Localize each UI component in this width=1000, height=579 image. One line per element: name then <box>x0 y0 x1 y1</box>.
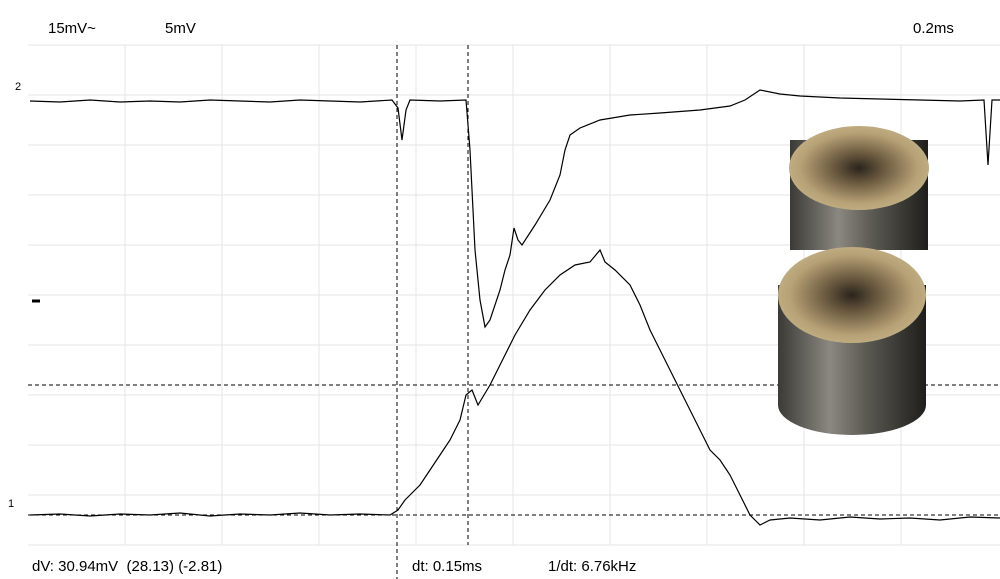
dt-readout: dt: 0.15ms <box>412 558 482 575</box>
cursors <box>28 45 1000 579</box>
channel-1-marker: 1 <box>8 498 14 510</box>
dv-readout: dV: 30.94mV (28.13) (-2.81) <box>32 558 222 575</box>
trace-channel-1 <box>29 248 1000 526</box>
channel-1-scale: 5mV <box>165 20 196 37</box>
time-scale: 0.2ms <box>913 20 954 37</box>
channel-2-marker: 2 <box>15 81 21 93</box>
inverse-dt-readout: 1/dt: 6.76kHz <box>548 558 636 575</box>
trace-channel-2 <box>29 89 1000 329</box>
sample-photo <box>778 126 929 435</box>
channel-2-scale: 15mV~ <box>48 20 96 37</box>
